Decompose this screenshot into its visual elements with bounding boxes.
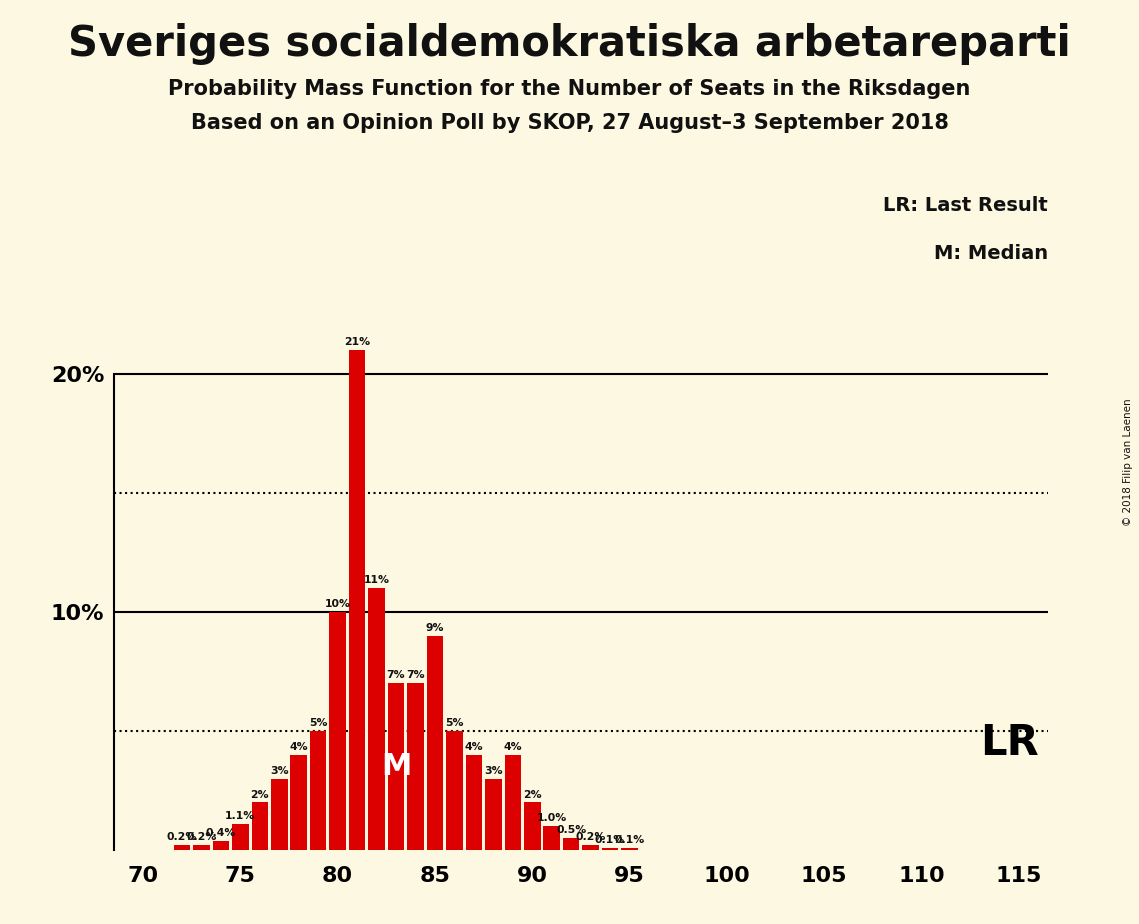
Text: LR: Last Result: LR: Last Result bbox=[883, 196, 1048, 215]
Bar bbox=[621, 847, 638, 850]
Text: 5%: 5% bbox=[309, 718, 327, 728]
Bar bbox=[232, 824, 248, 850]
Text: 7%: 7% bbox=[387, 671, 405, 680]
Bar bbox=[582, 845, 599, 850]
Text: 0.2%: 0.2% bbox=[166, 833, 197, 843]
Bar bbox=[290, 755, 308, 850]
Bar bbox=[329, 612, 346, 850]
Bar bbox=[174, 845, 190, 850]
Bar bbox=[563, 838, 580, 850]
Bar bbox=[427, 636, 443, 850]
Text: 2%: 2% bbox=[251, 790, 269, 799]
Text: 10%: 10% bbox=[325, 599, 351, 609]
Bar bbox=[271, 779, 287, 850]
Bar bbox=[505, 755, 521, 850]
Text: 4%: 4% bbox=[289, 742, 308, 752]
Text: © 2018 Filip van Laenen: © 2018 Filip van Laenen bbox=[1123, 398, 1133, 526]
Bar bbox=[349, 350, 366, 850]
Text: 4%: 4% bbox=[465, 742, 483, 752]
Bar bbox=[408, 684, 424, 850]
Text: M: M bbox=[380, 752, 411, 781]
Text: Probability Mass Function for the Number of Seats in the Riksdagen: Probability Mass Function for the Number… bbox=[169, 79, 970, 99]
Text: 2%: 2% bbox=[523, 790, 541, 799]
Bar bbox=[368, 588, 385, 850]
Text: 3%: 3% bbox=[484, 766, 502, 776]
Text: LR: LR bbox=[980, 722, 1039, 764]
Text: 3%: 3% bbox=[270, 766, 288, 776]
Text: 0.1%: 0.1% bbox=[614, 835, 645, 845]
Text: Based on an Opinion Poll by SKOP, 27 August–3 September 2018: Based on an Opinion Poll by SKOP, 27 Aug… bbox=[190, 113, 949, 133]
Bar bbox=[543, 826, 560, 850]
Text: 5%: 5% bbox=[445, 718, 464, 728]
Text: 7%: 7% bbox=[407, 671, 425, 680]
Text: 21%: 21% bbox=[344, 337, 370, 347]
Text: 0.1%: 0.1% bbox=[595, 835, 625, 845]
Text: 4%: 4% bbox=[503, 742, 522, 752]
Bar bbox=[524, 802, 541, 850]
Text: 9%: 9% bbox=[426, 623, 444, 633]
Text: Sveriges socialdemokratiska arbetareparti: Sveriges socialdemokratiska arbetarepart… bbox=[68, 23, 1071, 65]
Bar bbox=[485, 779, 501, 850]
Text: M: Median: M: Median bbox=[934, 245, 1048, 263]
Text: 11%: 11% bbox=[363, 576, 390, 585]
Bar bbox=[213, 841, 229, 850]
Bar bbox=[387, 684, 404, 850]
Text: 0.2%: 0.2% bbox=[187, 833, 216, 843]
Text: 0.5%: 0.5% bbox=[556, 825, 587, 835]
Text: 1.0%: 1.0% bbox=[536, 813, 567, 823]
Bar bbox=[446, 731, 462, 850]
Bar bbox=[194, 845, 210, 850]
Text: 0.4%: 0.4% bbox=[206, 828, 236, 838]
Text: 0.2%: 0.2% bbox=[575, 833, 606, 843]
Bar bbox=[601, 847, 618, 850]
Bar bbox=[310, 731, 327, 850]
Bar bbox=[466, 755, 482, 850]
Bar bbox=[252, 802, 268, 850]
Text: 1.1%: 1.1% bbox=[226, 811, 255, 821]
